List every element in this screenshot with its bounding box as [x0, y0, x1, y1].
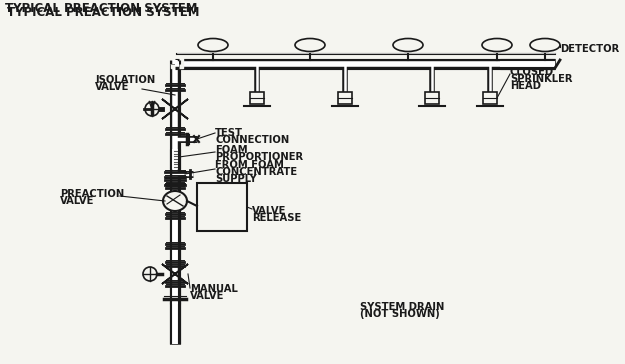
- Text: VALVE: VALVE: [190, 291, 224, 301]
- Text: VALVE: VALVE: [252, 206, 286, 216]
- Polygon shape: [162, 264, 188, 284]
- Text: CONCENTRATE: CONCENTRATE: [215, 167, 297, 177]
- Text: FOAM: FOAM: [215, 145, 248, 155]
- Text: VALVE: VALVE: [95, 82, 129, 92]
- Ellipse shape: [530, 39, 560, 51]
- Circle shape: [143, 267, 157, 281]
- Text: TEST: TEST: [215, 128, 243, 138]
- Text: SYSTEM DRAIN: SYSTEM DRAIN: [360, 302, 444, 312]
- Text: (NOT SHOWN): (NOT SHOWN): [360, 309, 440, 319]
- Text: RELEASE: RELEASE: [252, 213, 301, 223]
- Text: FROM FOAM: FROM FOAM: [215, 160, 284, 170]
- Ellipse shape: [163, 191, 187, 211]
- Text: VALVE: VALVE: [60, 196, 94, 206]
- Text: DETECTOR: DETECTOR: [560, 44, 619, 54]
- Text: MANUAL: MANUAL: [190, 284, 238, 294]
- Bar: [171, 56, 183, 68]
- Ellipse shape: [198, 39, 228, 51]
- Polygon shape: [162, 99, 188, 119]
- Text: CLOSED: CLOSED: [510, 67, 554, 77]
- Bar: [338, 92, 352, 104]
- Text: HEAD: HEAD: [510, 81, 541, 91]
- Ellipse shape: [482, 39, 512, 51]
- Bar: [483, 92, 497, 104]
- Bar: [250, 92, 264, 104]
- Text: PREACTION: PREACTION: [60, 189, 124, 199]
- Text: SUPPLY: SUPPLY: [215, 174, 257, 184]
- Circle shape: [145, 102, 159, 116]
- Text: TYPICAL PREACTION SYSTEM: TYPICAL PREACTION SYSTEM: [5, 2, 198, 15]
- Text: TYPICAL PREACTION SYSTEM: TYPICAL PREACTION SYSTEM: [7, 6, 199, 19]
- Text: ISOLATION: ISOLATION: [95, 75, 155, 85]
- Bar: [197, 183, 247, 231]
- Ellipse shape: [393, 39, 423, 51]
- Bar: [425, 92, 439, 104]
- Text: CONNECTION: CONNECTION: [215, 135, 289, 145]
- Text: PROPORTIONER: PROPORTIONER: [215, 152, 303, 162]
- Ellipse shape: [295, 39, 325, 51]
- Text: SPRINKLER: SPRINKLER: [510, 74, 572, 84]
